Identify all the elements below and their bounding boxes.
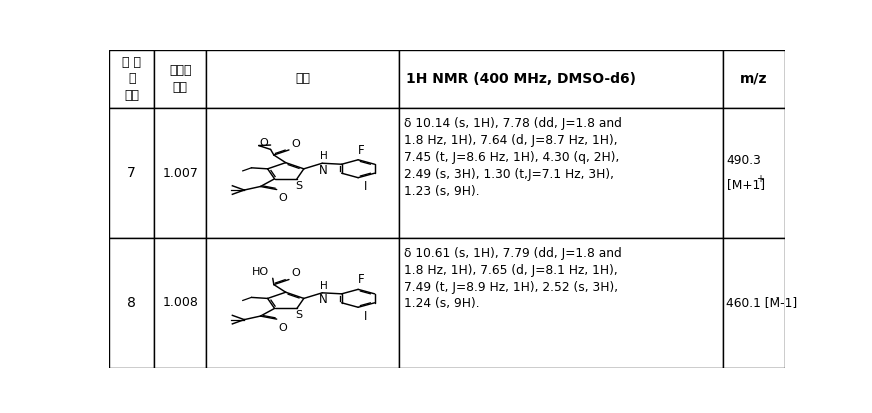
Bar bbox=[399, 238, 723, 368]
Text: O: O bbox=[278, 193, 287, 203]
Text: δ 10.14 (s, 1H), 7.78 (dd, J=1.8 and
1.8 Hz, 1H), 7.64 (d, J=8.7 Hz, 1H),
7.45 (: δ 10.14 (s, 1H), 7.78 (dd, J=1.8 and 1.8… bbox=[405, 117, 623, 198]
Text: 实 施
例
编号: 实 施 例 编号 bbox=[122, 56, 141, 102]
Text: +: + bbox=[756, 174, 765, 184]
Text: HO: HO bbox=[252, 267, 269, 277]
Text: 1.007: 1.007 bbox=[162, 167, 198, 180]
Text: -: - bbox=[775, 292, 779, 302]
Text: F: F bbox=[358, 273, 364, 286]
Text: S: S bbox=[296, 181, 303, 191]
Text: 7: 7 bbox=[127, 166, 136, 180]
Text: O: O bbox=[278, 323, 287, 333]
Bar bbox=[154, 238, 207, 368]
Text: S: S bbox=[296, 310, 303, 320]
Text: N: N bbox=[319, 164, 328, 176]
Bar bbox=[399, 50, 723, 108]
Text: [M+1]: [M+1] bbox=[726, 178, 765, 191]
Text: 490.3: 490.3 bbox=[726, 154, 761, 167]
Text: N: N bbox=[319, 293, 328, 306]
Bar bbox=[207, 108, 399, 238]
Bar bbox=[109, 238, 154, 368]
Bar bbox=[109, 108, 154, 238]
Text: 化合物
编号: 化合物 编号 bbox=[169, 64, 192, 94]
Bar bbox=[207, 238, 399, 368]
Text: H: H bbox=[320, 281, 327, 291]
Bar bbox=[154, 50, 207, 108]
Text: I: I bbox=[364, 180, 367, 193]
Text: 1H NMR (400 MHz, DMSO-d6): 1H NMR (400 MHz, DMSO-d6) bbox=[405, 72, 636, 86]
Text: 8: 8 bbox=[127, 296, 136, 310]
Bar bbox=[723, 238, 785, 368]
Bar bbox=[109, 50, 154, 108]
Text: 460.1 [M-1]: 460.1 [M-1] bbox=[726, 296, 797, 309]
Text: O: O bbox=[291, 139, 301, 149]
Bar bbox=[723, 50, 785, 108]
Text: O: O bbox=[260, 138, 269, 147]
Text: F: F bbox=[358, 144, 364, 157]
Text: I: I bbox=[364, 310, 367, 323]
Bar bbox=[399, 108, 723, 238]
Text: 1.008: 1.008 bbox=[162, 296, 198, 309]
Text: O: O bbox=[291, 268, 301, 278]
Bar bbox=[154, 108, 207, 238]
Text: δ 10.61 (s, 1H), 7.79 (dd, J=1.8 and
1.8 Hz, 1H), 7.65 (d, J=8.1 Hz, 1H),
7.49 (: δ 10.61 (s, 1H), 7.79 (dd, J=1.8 and 1.8… bbox=[405, 247, 622, 311]
Bar bbox=[207, 50, 399, 108]
Text: 结构: 结构 bbox=[295, 72, 310, 85]
Text: H: H bbox=[320, 151, 327, 161]
Bar bbox=[723, 108, 785, 238]
Text: m/z: m/z bbox=[740, 72, 768, 86]
